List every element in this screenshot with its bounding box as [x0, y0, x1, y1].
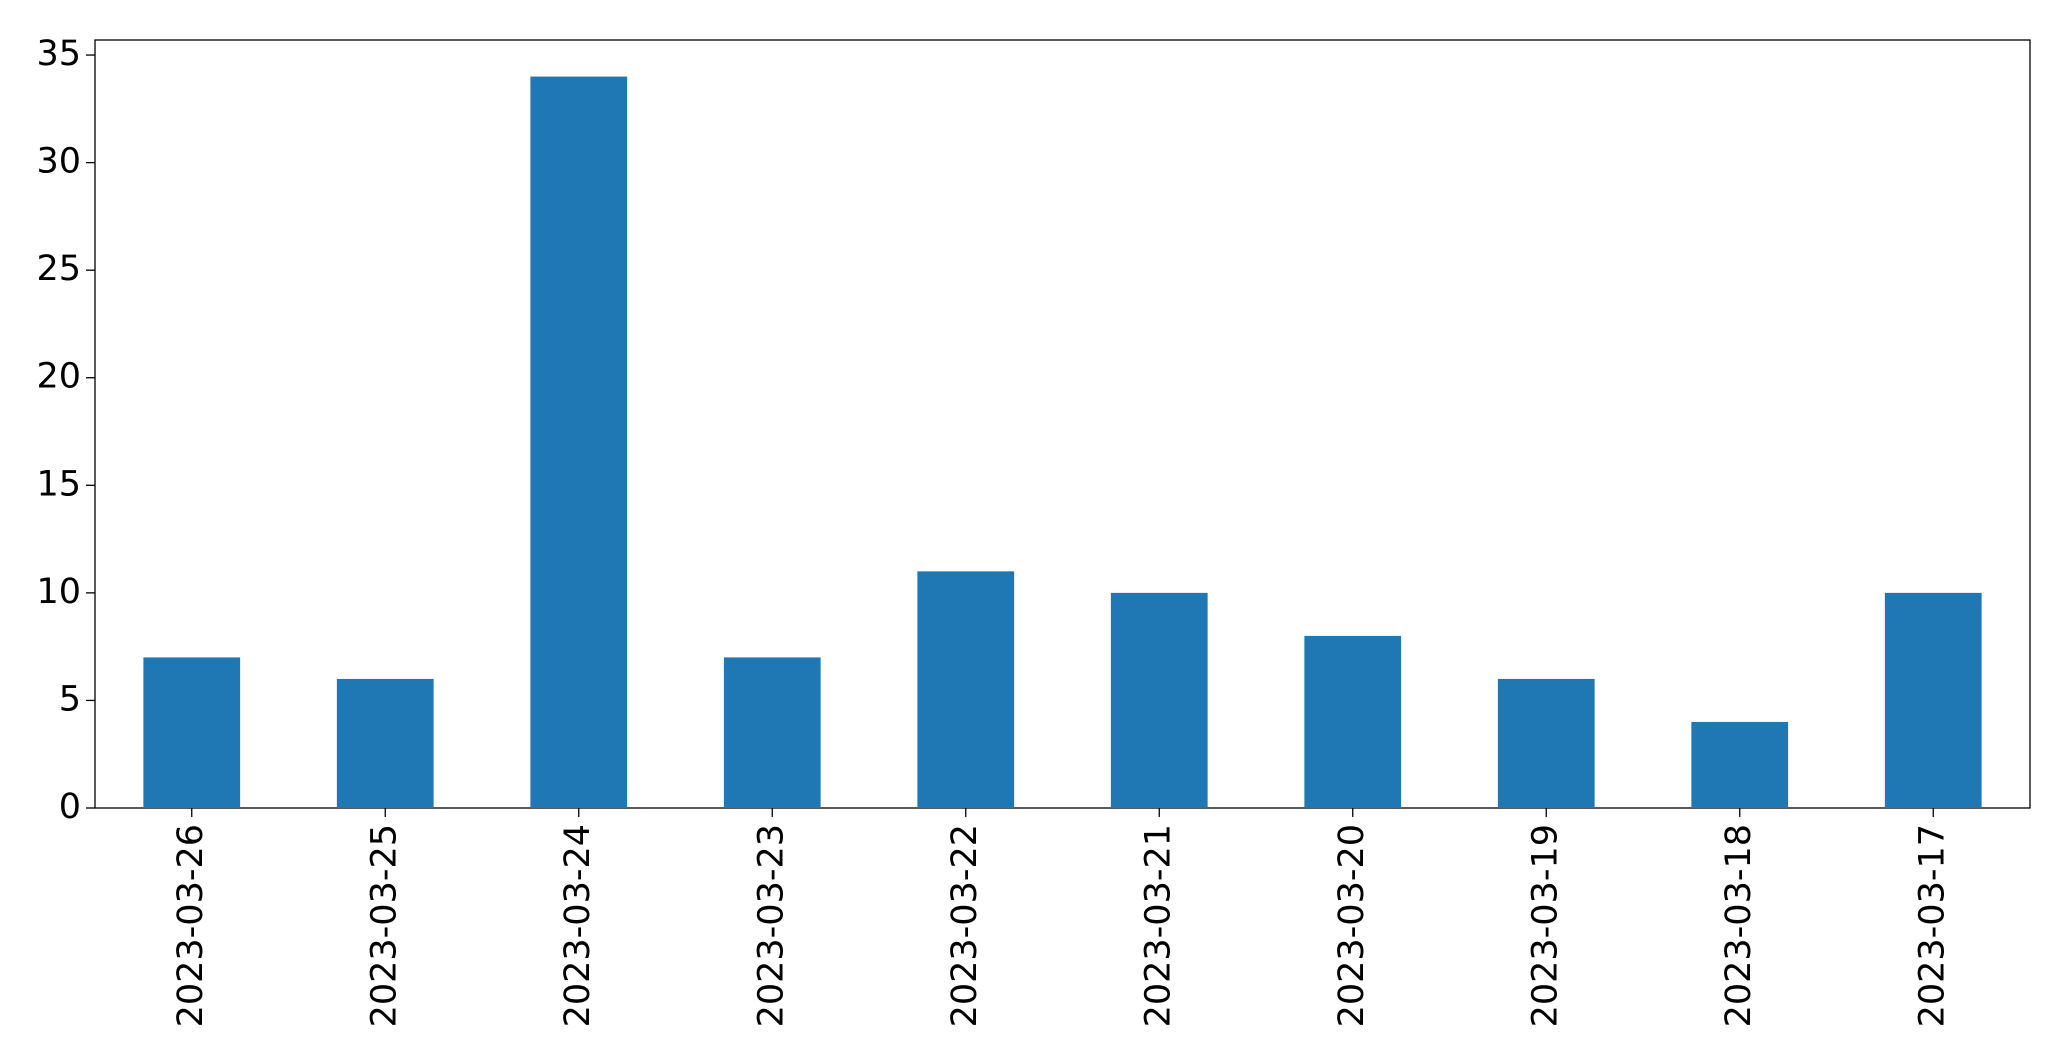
- x-tick-label: 2023-03-22: [945, 824, 985, 1027]
- x-tick-label: 2023-03-19: [1525, 824, 1565, 1027]
- y-tick-label: 20: [36, 357, 81, 397]
- x-tick-label: 2023-03-24: [558, 824, 598, 1027]
- bar: [723, 657, 821, 808]
- bar: [530, 76, 628, 809]
- x-tick-label: 2023-03-26: [171, 824, 211, 1027]
- y-tick-label: 35: [36, 34, 81, 74]
- y-tick-label: 30: [36, 142, 81, 182]
- bar: [917, 571, 1015, 808]
- bar: [1884, 592, 1982, 808]
- bar: [143, 657, 241, 808]
- bar: [1304, 635, 1402, 808]
- x-tick-label: 2023-03-23: [751, 824, 791, 1027]
- y-tick-label: 10: [36, 572, 81, 612]
- x-tick-label: 2023-03-20: [1332, 824, 1372, 1027]
- x-tick-label: 2023-03-17: [1912, 824, 1952, 1027]
- y-tick-label: 15: [36, 464, 81, 504]
- y-tick-label: 5: [59, 679, 81, 719]
- y-tick-label: 0: [59, 787, 81, 827]
- y-tick-label: 25: [36, 249, 81, 289]
- x-tick-label: 2023-03-21: [1138, 824, 1178, 1027]
- bar: [1497, 678, 1595, 808]
- bar: [1110, 592, 1208, 808]
- bar: [1691, 721, 1789, 808]
- bar: [336, 678, 434, 808]
- x-tick-label: 2023-03-18: [1719, 824, 1759, 1027]
- x-tick-label: 2023-03-25: [364, 824, 404, 1027]
- plot-frame: [94, 39, 2031, 809]
